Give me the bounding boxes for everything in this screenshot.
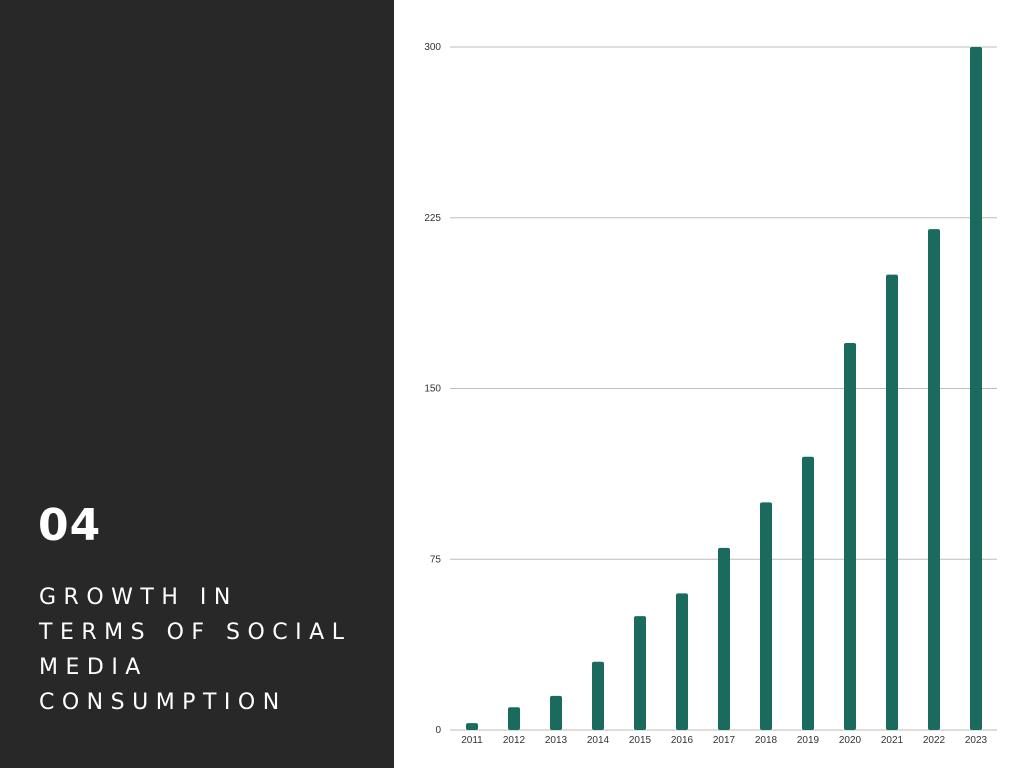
x-tick-label-2013: 2013: [545, 735, 568, 746]
x-tick-label-2018: 2018: [755, 735, 778, 746]
bar-2015: [634, 616, 646, 730]
x-tick-label-2015: 2015: [629, 735, 652, 746]
y-tick-label-150: 150: [424, 384, 441, 395]
bar-2013: [550, 695, 562, 730]
x-tick-label-2023: 2023: [965, 735, 988, 746]
x-tick-label-2022: 2022: [923, 735, 946, 746]
x-tick-label-2011: 2011: [461, 735, 483, 746]
bar-2022: [928, 229, 940, 730]
x-tick-label-2020: 2020: [839, 735, 862, 746]
bar-2017: [718, 547, 730, 730]
bar-2021: [886, 274, 898, 730]
bar-2018: [760, 502, 772, 730]
bar-2020: [844, 342, 856, 730]
x-tick-label-2014: 2014: [587, 735, 610, 746]
y-tick-label-300: 300: [424, 42, 441, 53]
slide-title: Growth in terms of social media consumpt…: [39, 585, 352, 715]
left-panel: 04 Growth in terms of social media consu…: [0, 0, 394, 768]
bar-chart: 0 75 150 225 300 2011 2012 2013 2014 2015 2016 2017…: [424, 42, 997, 746]
x-tick-label-2016: 2016: [671, 735, 694, 746]
bar-2012: [508, 707, 520, 730]
bar-2019: [802, 456, 814, 730]
bar-2011: [466, 723, 478, 730]
x-tick-label-2017: 2017: [713, 735, 736, 746]
y-tick-label-0: 0: [435, 725, 441, 736]
bar-2016: [676, 593, 688, 730]
y-tick-label-225: 225: [424, 213, 441, 224]
slide-number: 04: [38, 500, 102, 551]
bar-2014: [592, 661, 604, 730]
y-tick-label-75: 75: [430, 554, 442, 565]
bar-2023: [970, 47, 982, 730]
x-tick-label-2019: 2019: [797, 735, 820, 746]
x-tick-label-2021: 2021: [881, 735, 904, 746]
x-tick-label-2012: 2012: [503, 735, 526, 746]
